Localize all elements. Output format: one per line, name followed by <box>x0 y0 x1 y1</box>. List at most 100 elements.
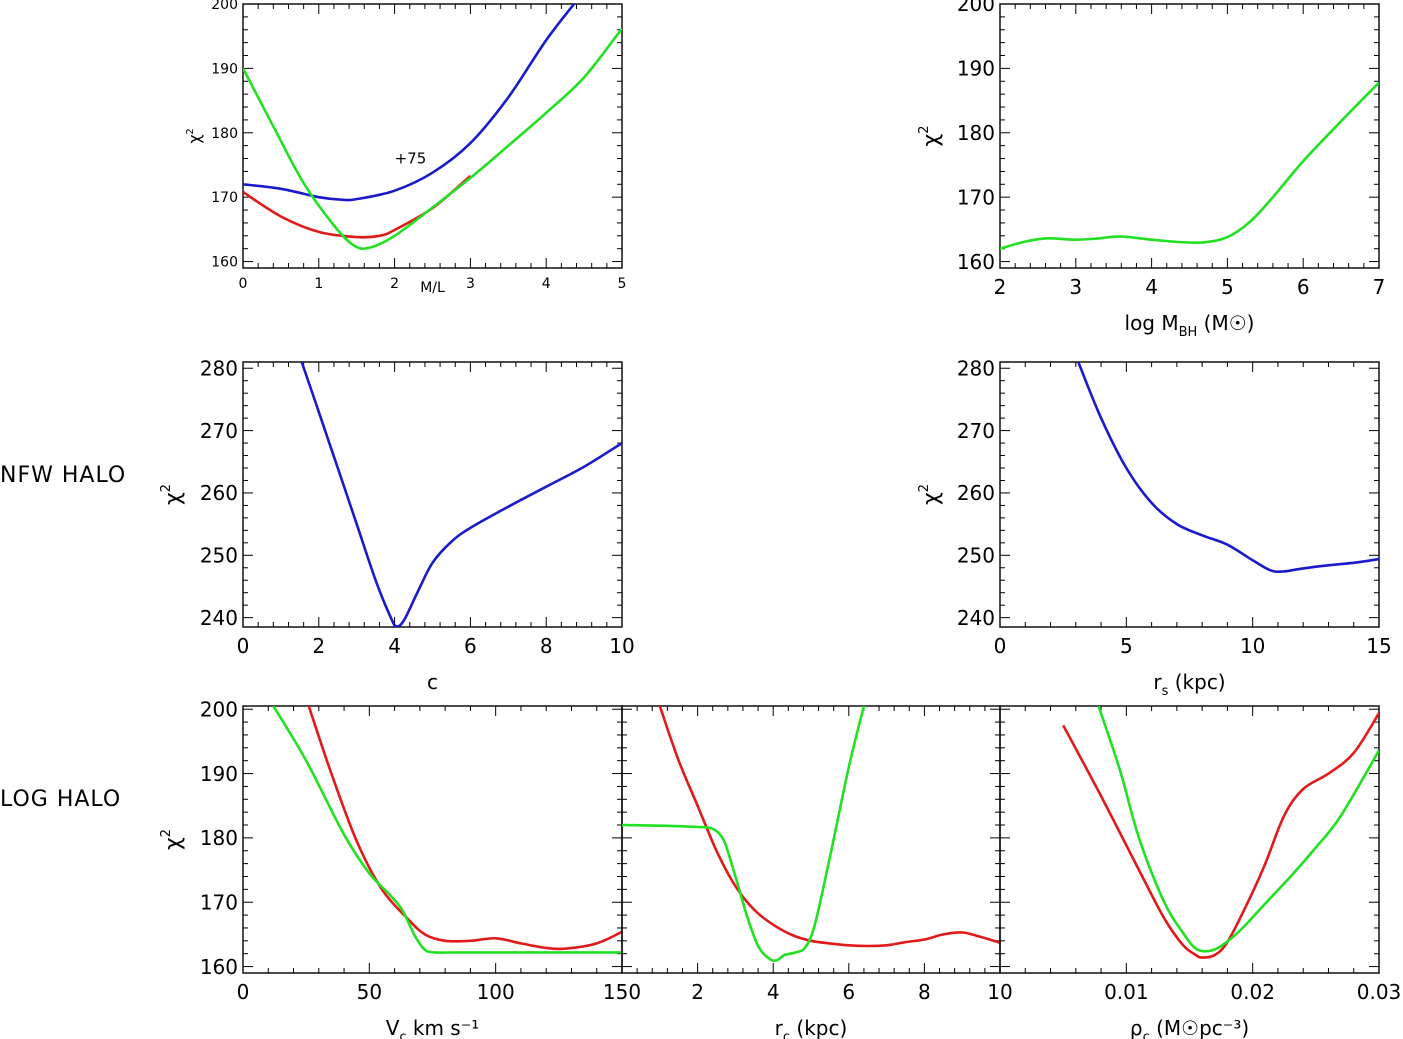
x-axis-title-mbh: log MBH (M☉) <box>1125 311 1255 340</box>
annotation-label: +75 <box>395 150 427 168</box>
plot-frame-mbh <box>999 3 1380 269</box>
x-axis-title-rs: rs (kpc) <box>1153 670 1225 699</box>
x-tick-label: 4 <box>1145 275 1158 299</box>
y-tick-label: 190 <box>957 57 995 81</box>
x-tick-label: 2 <box>691 980 704 1004</box>
y-tick-label: 200 <box>211 0 238 13</box>
x-tick-label: 150 <box>603 980 641 1004</box>
y-tick-label: 170 <box>211 190 238 206</box>
x-tick-label: 10 <box>609 634 634 658</box>
y-tick-label: 260 <box>200 481 238 505</box>
panel-rc: 2 4 6 8 10 rc (kpc) <box>621 705 1013 1039</box>
series-line-red <box>243 174 472 239</box>
x-tick-label: 8 <box>540 634 553 658</box>
x-tick-label: 7 <box>1373 275 1386 299</box>
x-tick-label: 2 <box>994 275 1007 299</box>
y-tick-label: 160 <box>200 955 238 979</box>
y-axis-title-rs: χ2 <box>917 484 944 505</box>
y-tick-label: 240 <box>200 606 238 630</box>
x-tick-label: 8 <box>918 980 931 1004</box>
panel-vc: 0 50 100 150 160 170 180 190 200 Vc km s⁻¹ χ2 <box>159 697 641 1039</box>
row-label-log: LOG HALO <box>0 787 121 812</box>
x-tick-label: 0.03 <box>1357 980 1402 1004</box>
x-tick-label: 4 <box>542 276 551 292</box>
x-axis-title-vc: Vc km s⁻¹ <box>386 1016 480 1039</box>
y-tick-label: 180 <box>211 126 238 142</box>
y-tick-label: 250 <box>957 543 995 567</box>
x-tick-label: 5 <box>618 276 627 292</box>
x-axis-title-rho: ρc (M☉pc⁻³) <box>1130 1016 1249 1039</box>
y-tick-label: 260 <box>957 481 995 505</box>
series-line-blue <box>243 4 576 202</box>
x-axis-title-ml: M/L <box>420 280 445 296</box>
series-line-green <box>1097 706 1379 953</box>
y-tick-label: 160 <box>211 255 238 271</box>
row-label-nfw: NFW HALO <box>0 463 126 488</box>
y-tick-label: 270 <box>200 419 238 443</box>
x-tick-label: 1 <box>314 276 323 292</box>
x-tick-label: 5 <box>1221 275 1234 299</box>
series-line-red <box>658 706 1000 948</box>
y-tick-label: 240 <box>957 606 995 630</box>
y-axis-title-mbh: χ2 <box>917 125 944 146</box>
y-tick-label: 270 <box>957 419 995 443</box>
panel-c: 0 2 4 6 8 10 240 250 260 270 280 c χ2 <box>159 356 635 694</box>
y-tick-label: 190 <box>200 762 238 786</box>
y-axis-title-ml: χ2 <box>185 128 204 143</box>
x-tick-label: 15 <box>1366 634 1391 658</box>
x-tick-label: 3 <box>466 276 475 292</box>
x-tick-label: 0 <box>237 634 250 658</box>
panel-rs: 0 5 10 15 240 250 260 270 280 rs (kpc) χ2 <box>917 356 1392 699</box>
x-tick-label: 2 <box>390 276 399 292</box>
plot-frame-vc <box>242 705 623 974</box>
panel-mbh: 2 3 4 5 6 7 160 170 180 190 200 log MBH (M☉) χ2 <box>917 0 1385 340</box>
series-line-green <box>622 706 866 962</box>
y-tick-label: 200 <box>200 697 238 721</box>
x-tick-label: 100 <box>477 980 515 1004</box>
x-tick-label: 0.01 <box>1104 980 1149 1004</box>
plot-frame-ml <box>242 3 623 269</box>
y-tick-label: 170 <box>957 185 995 209</box>
x-tick-label: 0 <box>994 634 1007 658</box>
x-tick-label: 4 <box>388 634 401 658</box>
x-tick-label: 0 <box>239 276 248 292</box>
x-tick-label: 5 <box>1120 634 1133 658</box>
plot-frame-c <box>242 361 623 628</box>
y-tick-label: 200 <box>957 0 995 16</box>
panel-rho: 0.01 0.02 0.03 ρc (M☉pc⁻³) <box>999 705 1402 1039</box>
x-tick-label: 10 <box>1240 634 1265 658</box>
y-tick-label: 180 <box>200 826 238 850</box>
x-tick-label: 0.02 <box>1230 980 1275 1004</box>
y-axis-title-c: χ2 <box>159 484 186 505</box>
y-tick-label: 280 <box>957 356 995 380</box>
y-tick-label: 160 <box>957 250 995 274</box>
series-line-red <box>1062 712 1379 959</box>
x-tick-label: 4 <box>767 980 780 1004</box>
y-tick-label: 170 <box>200 890 238 914</box>
series-line-green <box>272 706 622 954</box>
series-line-blue <box>300 362 622 627</box>
series-line-red <box>307 706 622 951</box>
x-tick-label: 6 <box>842 980 855 1004</box>
x-tick-label: 0 <box>237 980 250 1004</box>
series-line-blue <box>1077 362 1379 574</box>
x-tick-label: 50 <box>357 980 382 1004</box>
x-axis-title-rc: rc (kpc) <box>775 1016 848 1039</box>
y-axis-title-vc: χ2 <box>159 829 186 850</box>
plot-frame-rs <box>999 361 1380 628</box>
y-tick-label: 250 <box>200 543 238 567</box>
x-tick-label: 10 <box>987 980 1012 1004</box>
y-tick-label: 190 <box>211 61 238 77</box>
x-axis-title-c: c <box>427 670 438 694</box>
x-tick-label: 2 <box>312 634 325 658</box>
y-tick-label: 280 <box>200 356 238 380</box>
series-line-green <box>243 27 622 250</box>
plot-frame-rho <box>999 705 1380 974</box>
panel-ml: 0 1 2 3 4 5 160 170 180 190 200 M/L χ2 +75 <box>185 0 627 296</box>
x-tick-label: 6 <box>1297 275 1310 299</box>
y-tick-label: 180 <box>957 121 995 145</box>
series-line-green <box>1000 81 1379 250</box>
x-tick-label: 3 <box>1069 275 1082 299</box>
